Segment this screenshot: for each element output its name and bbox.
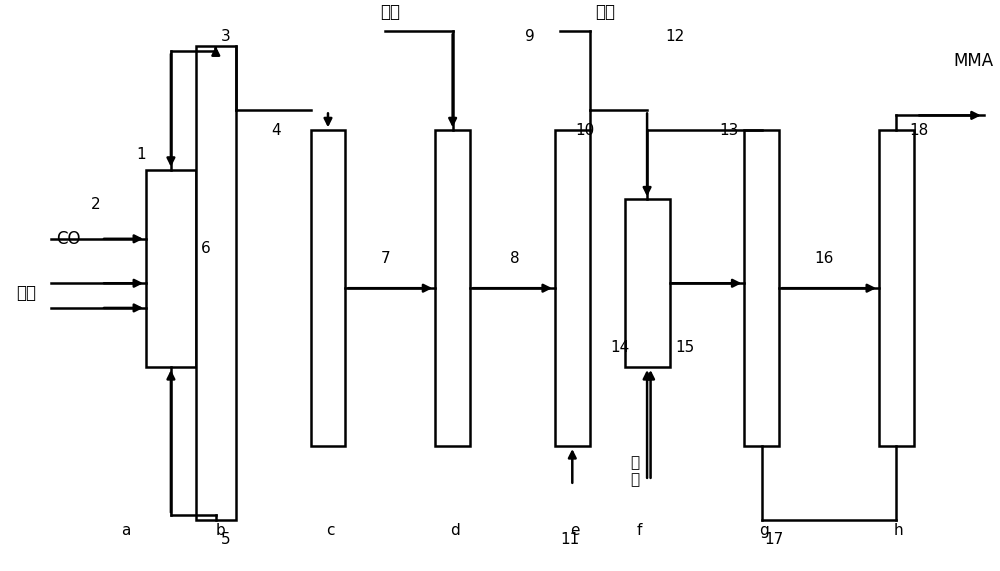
Bar: [146, 170, 196, 367]
Bar: [311, 130, 345, 446]
Text: CO: CO: [56, 230, 81, 248]
Text: 7: 7: [381, 251, 390, 266]
Text: 18: 18: [909, 123, 928, 138]
Text: 16: 16: [814, 251, 834, 266]
Text: 14: 14: [610, 340, 629, 355]
Text: 3: 3: [221, 29, 231, 44]
Text: 2: 2: [91, 197, 101, 212]
Text: 15: 15: [675, 340, 694, 355]
Text: 甲醇: 甲醇: [380, 3, 400, 21]
Text: MMA: MMA: [954, 52, 994, 70]
Text: 13: 13: [720, 123, 739, 138]
Bar: [555, 130, 590, 446]
Text: 17: 17: [765, 533, 784, 548]
Text: 12: 12: [665, 29, 684, 44]
Bar: [625, 199, 670, 367]
Text: h: h: [894, 522, 904, 538]
Text: 9: 9: [525, 29, 535, 44]
Text: 10: 10: [575, 123, 594, 138]
Text: 1: 1: [136, 147, 146, 162]
Bar: [744, 130, 779, 446]
Text: e: e: [570, 522, 580, 538]
Text: 甲
醉: 甲 醉: [630, 455, 639, 487]
Bar: [879, 130, 914, 446]
Text: a: a: [121, 522, 131, 538]
Text: c: c: [326, 522, 335, 538]
Bar: [435, 130, 470, 446]
Text: f: f: [637, 522, 642, 538]
Text: 6: 6: [201, 241, 211, 256]
Text: d: d: [450, 522, 460, 538]
Text: 4: 4: [271, 123, 280, 138]
Text: 乙醇: 乙醇: [16, 284, 36, 302]
Text: g: g: [759, 522, 769, 538]
Text: 5: 5: [221, 533, 231, 548]
Text: 11: 11: [560, 533, 579, 548]
Text: 载气: 载气: [595, 3, 615, 21]
Bar: [196, 46, 236, 520]
Text: b: b: [216, 522, 226, 538]
Text: 8: 8: [510, 251, 520, 266]
